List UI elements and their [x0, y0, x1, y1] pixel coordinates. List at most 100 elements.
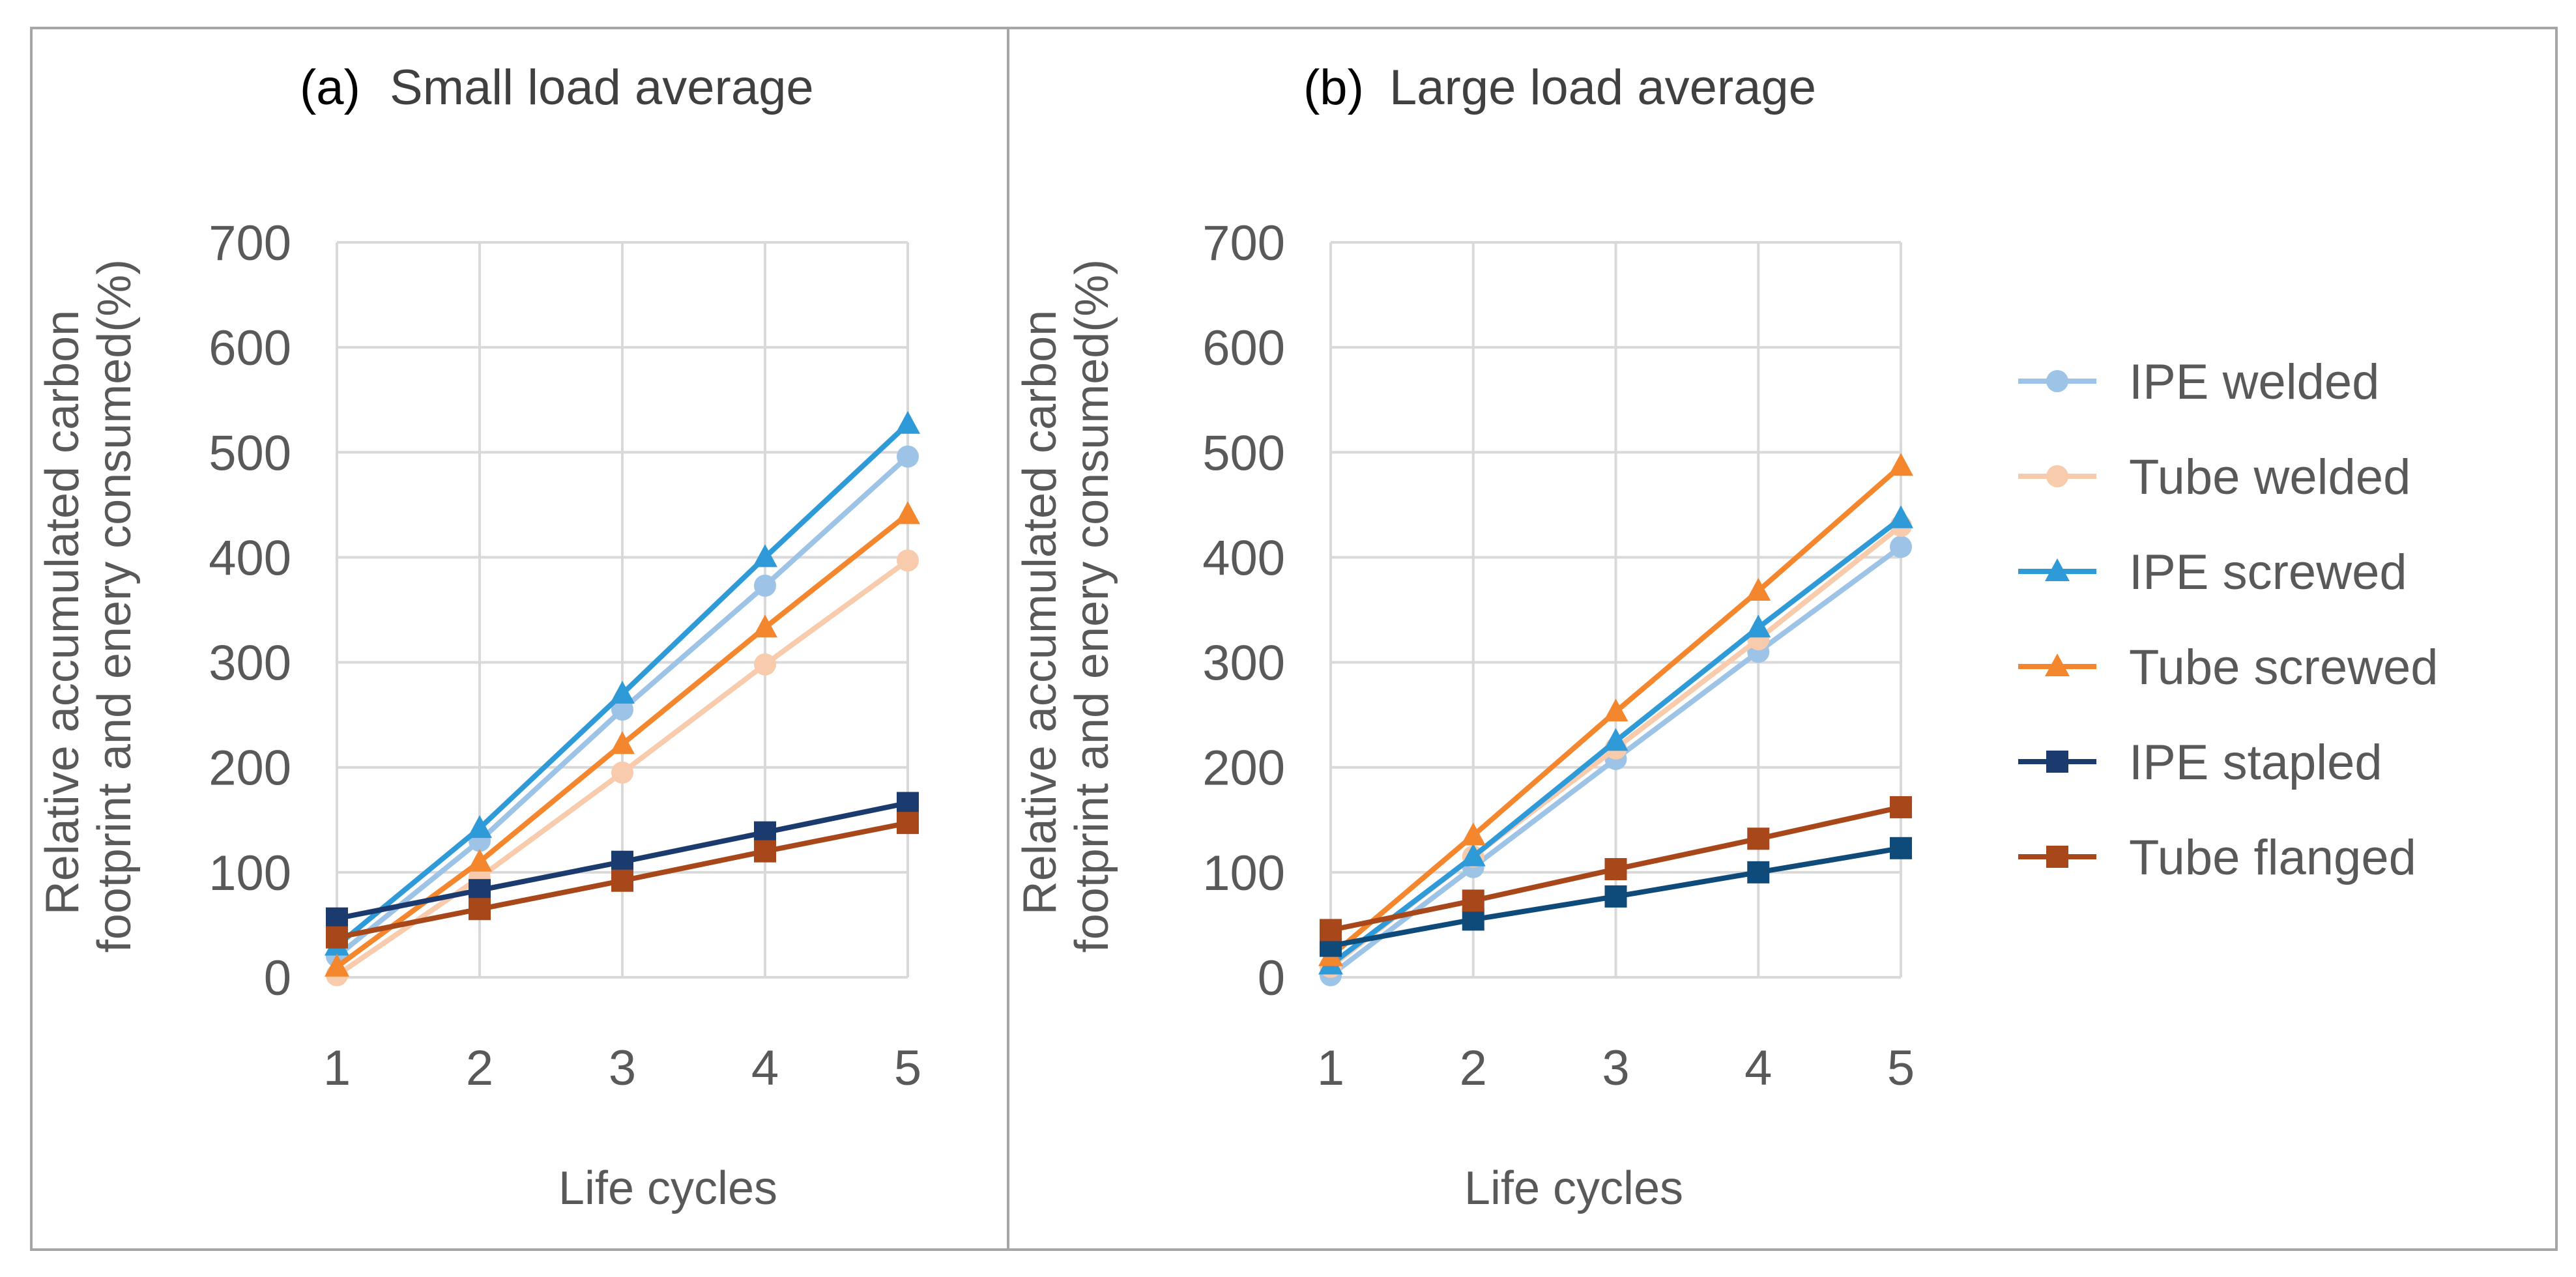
panel-b-point-tube-flanged-1 [1320, 919, 1342, 941]
panel-a-point-tube-flanged-5 [897, 812, 919, 835]
panel-b-xtick-label: 2 [1460, 1040, 1487, 1096]
panel-b: (b) Large load average Relative accumula… [1014, 60, 1915, 1214]
panel-a-point-ipe-welded-3 [611, 698, 633, 721]
panel-a-ytick-label: 500 [209, 425, 291, 481]
panel-a-point-tube-flanged-4 [754, 840, 776, 863]
panel-b-ytick-label: 700 [1202, 216, 1285, 271]
panel-a-point-ipe-screwed-3 [610, 680, 635, 704]
panel-b-point-ipe-stapled-3 [1604, 885, 1627, 908]
panel-a-x-axis-label: Life cycles [558, 1162, 777, 1214]
panel-a-xtick-label: 2 [466, 1040, 493, 1096]
panel-b-ytick-label: 100 [1202, 846, 1285, 901]
panel-b-ytick-label: 300 [1202, 636, 1285, 691]
legend-label-tube-welded: Tube welded [2129, 450, 2410, 505]
panel-b-title: (b) Large load average [1303, 60, 1816, 115]
panel-a-point-tube-screwed-1 [325, 953, 349, 977]
panel-a: (a) Small load average Relative accumula… [36, 60, 921, 1214]
panel-b-y-axis-label-line2: footprint and enery consumed(%) [1066, 259, 1118, 953]
panel-a-ytick-label: 700 [209, 216, 291, 271]
panel-a-point-ipe-stapled-1 [326, 907, 348, 930]
legend-label-ipe-screwed: IPE screwed [2129, 545, 2407, 600]
panel-a-point-tube-screwed-5 [895, 501, 920, 524]
panel-b-title-text: Large load average [1389, 60, 1816, 115]
panel-a-y-axis-label-line2: footprint and enery consumed(%) [89, 259, 141, 953]
panel-a-point-tube-welded-5 [897, 549, 919, 572]
panel-a-point-tube-welded-3 [611, 761, 633, 784]
panel-b-ytick-label: 600 [1202, 321, 1285, 376]
panel-a-y-axis-label: Relative accumulated carbon footprint an… [36, 259, 141, 953]
panel-a-point-tube-screwed-2 [467, 848, 492, 872]
panel-a-letter: (a) [300, 60, 360, 115]
panel-b-point-tube-flanged-4 [1747, 827, 1770, 850]
panel-a-xtick-label: 4 [751, 1040, 779, 1096]
panel-b-point-tube-screwed-5 [1889, 453, 1913, 476]
panel-b-xtick-label: 5 [1887, 1040, 1915, 1096]
panel-a-point-ipe-screwed-4 [753, 544, 777, 567]
panel-a-ytick-label: 400 [209, 530, 291, 586]
panel-b-point-tube-flanged-2 [1462, 889, 1484, 912]
panel-b-point-ipe-screwed-3 [1603, 728, 1628, 751]
panel-a-xtick-label: 3 [609, 1040, 636, 1096]
legend-marker-tube-welded [2046, 465, 2068, 487]
panel-b-y-axis-label: Relative accumulated carbon footprint an… [1014, 259, 1118, 953]
legend: IPE welded Tube welded IPE screwed Tube scr… [2018, 354, 2439, 885]
outer-frame [30, 27, 2558, 1251]
panel-b-point-tube-screwed-3 [1603, 698, 1628, 722]
panel-b-point-tube-screwed-4 [1746, 577, 1771, 601]
panel-a-point-ipe-stapled-4 [754, 821, 776, 844]
panel-a-ytick-label: 200 [209, 741, 291, 796]
panel-a-ytick-label: 300 [209, 636, 291, 691]
panel-a-point-ipe-stapled-2 [469, 879, 491, 902]
panel-b-xtick-label: 4 [1744, 1040, 1772, 1096]
panel-b-ytick-label: 500 [1202, 425, 1285, 481]
panel-a-point-tube-flanged-1 [326, 926, 348, 949]
panel-a-point-ipe-screwed-5 [895, 410, 920, 434]
panel-b-point-ipe-screwed-2 [1460, 843, 1486, 867]
legend-marker-tube-flanged [2046, 846, 2068, 868]
panel-a-point-tube-flanged-2 [469, 898, 491, 921]
legend-marker-ipe-stapled [2046, 751, 2068, 773]
panel-b-y-axis-label-line1: Relative accumulated carbon [1014, 310, 1066, 915]
panel-b-xtick-label: 3 [1602, 1040, 1629, 1096]
panel-a-title-text: Small load average [390, 60, 814, 115]
panel-a-title: (a) Small load average [300, 60, 814, 115]
legend-label-tube-flanged: Tube flanged [2129, 830, 2416, 885]
panel-b-point-ipe-welded-5 [1890, 536, 1912, 558]
legend-label-ipe-welded: IPE welded [2129, 354, 2379, 410]
panel-a-ytick-label: 600 [209, 321, 291, 376]
panel-a-ytick-label: 0 [264, 951, 291, 1006]
panel-a-point-tube-flanged-3 [611, 869, 633, 892]
panel-a-point-ipe-welded-4 [754, 574, 776, 597]
panel-b-ytick-label: 0 [1258, 951, 1285, 1006]
panel-a-point-tube-welded-4 [754, 653, 776, 676]
panel-a-point-ipe-welded-5 [897, 445, 919, 468]
panel-a-xtick-label: 5 [894, 1040, 921, 1096]
panel-b-x-axis-label: Life cycles [1464, 1162, 1683, 1214]
legend-marker-ipe-welded [2046, 370, 2068, 392]
panel-b-point-ipe-stapled-2 [1462, 908, 1484, 931]
panel-b-point-tube-flanged-5 [1890, 796, 1912, 818]
legend-label-ipe-stapled: IPE stapled [2129, 735, 2382, 790]
legend-marker-tube-screwed [2045, 653, 2070, 676]
panel-a-ytick-label: 100 [209, 846, 291, 901]
panel-b-point-ipe-stapled-5 [1890, 837, 1912, 859]
panel-b-point-tube-screwed-2 [1460, 822, 1486, 846]
panel-a-point-ipe-screwed-2 [467, 815, 492, 839]
legend-label-tube-screwed: Tube screwed [2129, 640, 2439, 695]
panel-b-xtick-label: 1 [1317, 1040, 1344, 1096]
panel-b-point-ipe-screwed-5 [1889, 505, 1913, 528]
panel-b-point-tube-flanged-3 [1604, 858, 1627, 881]
panel-b-ytick-label: 400 [1202, 530, 1285, 586]
panel-a-xtick-label: 1 [323, 1040, 351, 1096]
panel-a-point-ipe-stapled-3 [611, 850, 633, 873]
panel-a-point-tube-screwed-4 [753, 614, 777, 638]
legend-marker-ipe-screwed [2045, 558, 2070, 581]
panel-b-letter: (b) [1303, 60, 1364, 115]
panel-b-point-ipe-screwed-4 [1746, 614, 1771, 638]
panel-a-point-ipe-stapled-5 [897, 792, 919, 814]
panel-b-point-ipe-stapled-4 [1747, 861, 1770, 883]
panel-a-y-axis-label-line1: Relative accumulated carbon [36, 310, 89, 915]
panel-b-ytick-label: 200 [1202, 741, 1285, 796]
panel-a-point-tube-screwed-3 [610, 731, 635, 754]
